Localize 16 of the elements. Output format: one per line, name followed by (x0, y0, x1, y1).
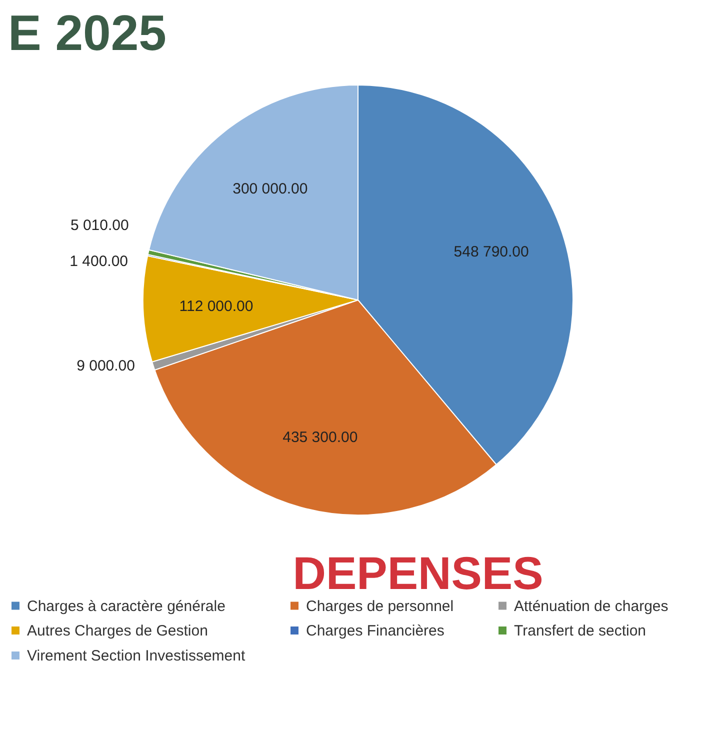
data-label: 9 000.00 (76, 357, 135, 374)
chart-title: E 2025 (8, 5, 166, 61)
data-label: 300 000.00 (232, 180, 308, 198)
legend-label: Charges à caractère générale (27, 598, 226, 615)
data-label: 5 010.00 (70, 217, 129, 234)
data-label: 112 000.00 (179, 298, 254, 316)
text: DEPENSES (292, 547, 544, 599)
data-label: 435 300.00 (282, 428, 358, 446)
legend-label: Atténuation de charges (514, 598, 668, 615)
legend-label: Autres Charges de Gestion (27, 622, 208, 640)
legend-label: Virement Section Investissement (27, 648, 246, 664)
legend-label: Charges de personnel (306, 598, 454, 615)
data-label: 548 790.00 (454, 243, 529, 260)
data-label: 1 400.00 (70, 252, 128, 270)
legend-label: Charges Financières (306, 622, 444, 640)
legend-label: Transfert de section (514, 622, 646, 640)
